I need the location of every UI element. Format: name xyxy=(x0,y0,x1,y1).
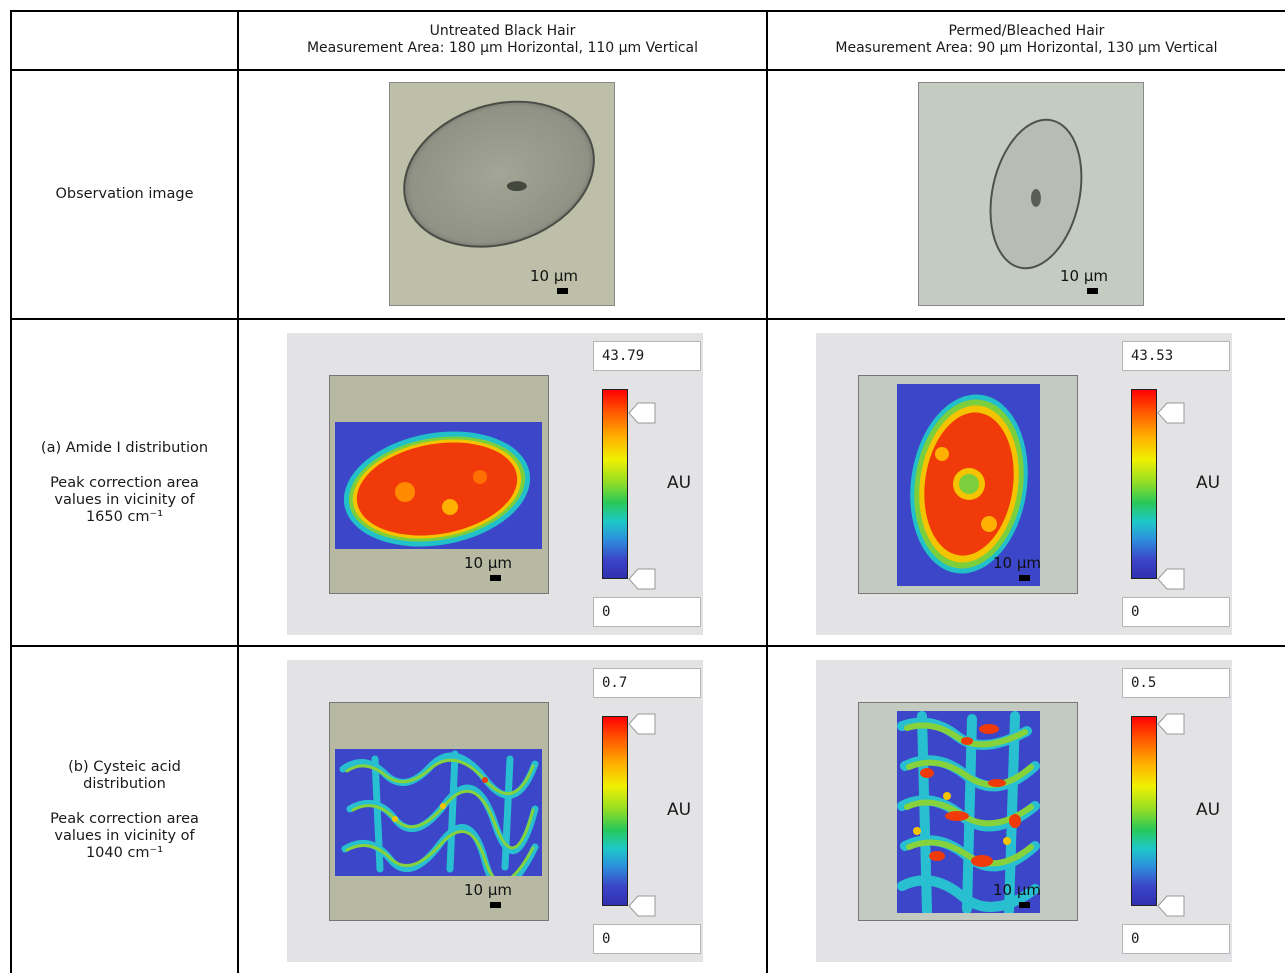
unit-label: AU xyxy=(1196,473,1221,493)
amide-desc-2: values in vicinity of xyxy=(54,491,195,508)
colorbar-max-input[interactable]: 43.53 xyxy=(1122,341,1230,371)
colorbar-max-input[interactable]: 0.5 xyxy=(1122,668,1230,698)
amide-map-image-untreated: 10 µm xyxy=(329,375,549,594)
unit-label: AU xyxy=(1196,800,1221,820)
scale-bar xyxy=(1019,902,1030,908)
colorbar-min-handle[interactable] xyxy=(1157,567,1185,591)
scale-label: 10 µm xyxy=(464,881,513,899)
header-permed-measurement: Measurement Area: 90 µm Horizontal, 130 … xyxy=(835,40,1218,56)
observation-image-permed: 10 µm xyxy=(918,82,1144,306)
amide-map-panel-untreated: 10 µm 43.79 AU 0 xyxy=(287,333,703,635)
cysteic-desc-1: Peak correction area xyxy=(50,810,199,827)
amide-heatmap-permed xyxy=(910,394,1028,574)
amide-map-plot-area-untreated xyxy=(335,422,542,549)
colorbar-min-handle[interactable] xyxy=(628,567,656,591)
cysteic-map-panel-permed: 10 µm 0.5 AU 0 xyxy=(816,660,1232,962)
grid-left xyxy=(10,10,12,973)
scale-bar xyxy=(490,902,501,908)
header-untreated-measurement: Measurement Area: 180 µm Horizontal, 110… xyxy=(306,40,699,56)
colorbar-max-input[interactable]: 43.79 xyxy=(593,341,701,371)
scale-label: 10 µm xyxy=(1060,267,1109,285)
cysteic-label-2: distribution xyxy=(83,775,166,792)
amide-desc-1: Peak correction area xyxy=(50,474,199,491)
hair-cross-section-untreated xyxy=(403,100,595,248)
amide-desc-3: 1650 cm⁻¹ xyxy=(85,508,164,525)
amide-label: (a) Amide I distribution xyxy=(40,439,209,456)
cysteic-desc-3: 1040 cm⁻¹ xyxy=(85,844,164,861)
colorbar xyxy=(602,716,628,906)
colorbar-min-handle[interactable] xyxy=(628,894,656,918)
cysteic-map-plot-area-permed xyxy=(897,711,1040,913)
cysteic-map-plot-area-untreated xyxy=(335,749,542,876)
header-untreated: Untreated Black Hair Measurement Area: 1… xyxy=(239,10,766,70)
grid-row2-bottom xyxy=(10,645,1285,647)
colorbar-max-handle[interactable] xyxy=(628,712,656,736)
cysteic-map-panel-untreated: 10 µm 0.7 AU 0 xyxy=(287,660,703,962)
colorbar-min-handle[interactable] xyxy=(1157,894,1185,918)
scale-label: 10 µm xyxy=(993,554,1042,572)
cysteic-map-image-permed: 10 µm xyxy=(858,702,1078,921)
colorbar-min-input[interactable]: 0 xyxy=(593,597,701,627)
observation-image-untreated: 10 µm xyxy=(389,82,615,306)
cysteic-desc-2: values in vicinity of xyxy=(54,827,195,844)
cysteic-heatmap-untreated xyxy=(339,750,539,876)
scale-bar xyxy=(557,288,568,294)
cysteic-map-image-untreated: 10 µm xyxy=(329,702,549,921)
amide-map-plot-area-permed xyxy=(897,384,1040,586)
colorbar-max-handle[interactable] xyxy=(628,401,656,425)
scale-label: 10 µm xyxy=(993,881,1042,899)
row-label-observation: Observation image xyxy=(12,71,237,318)
observation-label: Observation image xyxy=(55,186,194,202)
colorbar-min-input[interactable]: 0 xyxy=(593,924,701,954)
header-permed-title: Permed/Bleached Hair xyxy=(948,23,1105,39)
unit-label: AU xyxy=(667,473,692,493)
cysteic-heatmap-permed xyxy=(897,711,1040,913)
header-permed: Permed/Bleached Hair Measurement Area: 9… xyxy=(768,10,1285,70)
amide-map-panel-permed: 10 µm 43.53 AU 0 xyxy=(816,333,1232,635)
row-label-amide: (a) Amide I distribution Peak correction… xyxy=(12,320,237,645)
colorbar-max-handle[interactable] xyxy=(1157,401,1185,425)
colorbar-max-input[interactable]: 0.7 xyxy=(593,668,701,698)
grid-col2 xyxy=(766,10,768,973)
scale-bar xyxy=(1087,288,1098,294)
amide-heatmap-untreated xyxy=(343,431,531,547)
unit-label: AU xyxy=(667,800,692,820)
colorbar-min-input[interactable]: 0 xyxy=(1122,597,1230,627)
scale-bar xyxy=(1019,575,1030,581)
grid-col1 xyxy=(237,10,239,973)
grid-row1-bottom xyxy=(10,318,1285,320)
colorbar xyxy=(602,389,628,579)
colorbar xyxy=(1131,389,1157,579)
scale-label: 10 µm xyxy=(530,267,579,285)
cysteic-label-1: (b) Cysteic acid xyxy=(68,758,181,775)
colorbar xyxy=(1131,716,1157,906)
grid-top xyxy=(10,10,1285,12)
grid-header-bottom xyxy=(10,69,1285,71)
colorbar-max-handle[interactable] xyxy=(1157,712,1185,736)
scale-bar xyxy=(490,575,501,581)
row-label-cysteic: (b) Cysteic acid distribution Peak corre… xyxy=(12,647,237,973)
hair-cross-section-permed xyxy=(989,118,1083,270)
colorbar-min-input[interactable]: 0 xyxy=(1122,924,1230,954)
scale-label: 10 µm xyxy=(464,554,513,572)
header-untreated-title: Untreated Black Hair xyxy=(429,23,576,39)
amide-map-image-permed: 10 µm xyxy=(858,375,1078,594)
